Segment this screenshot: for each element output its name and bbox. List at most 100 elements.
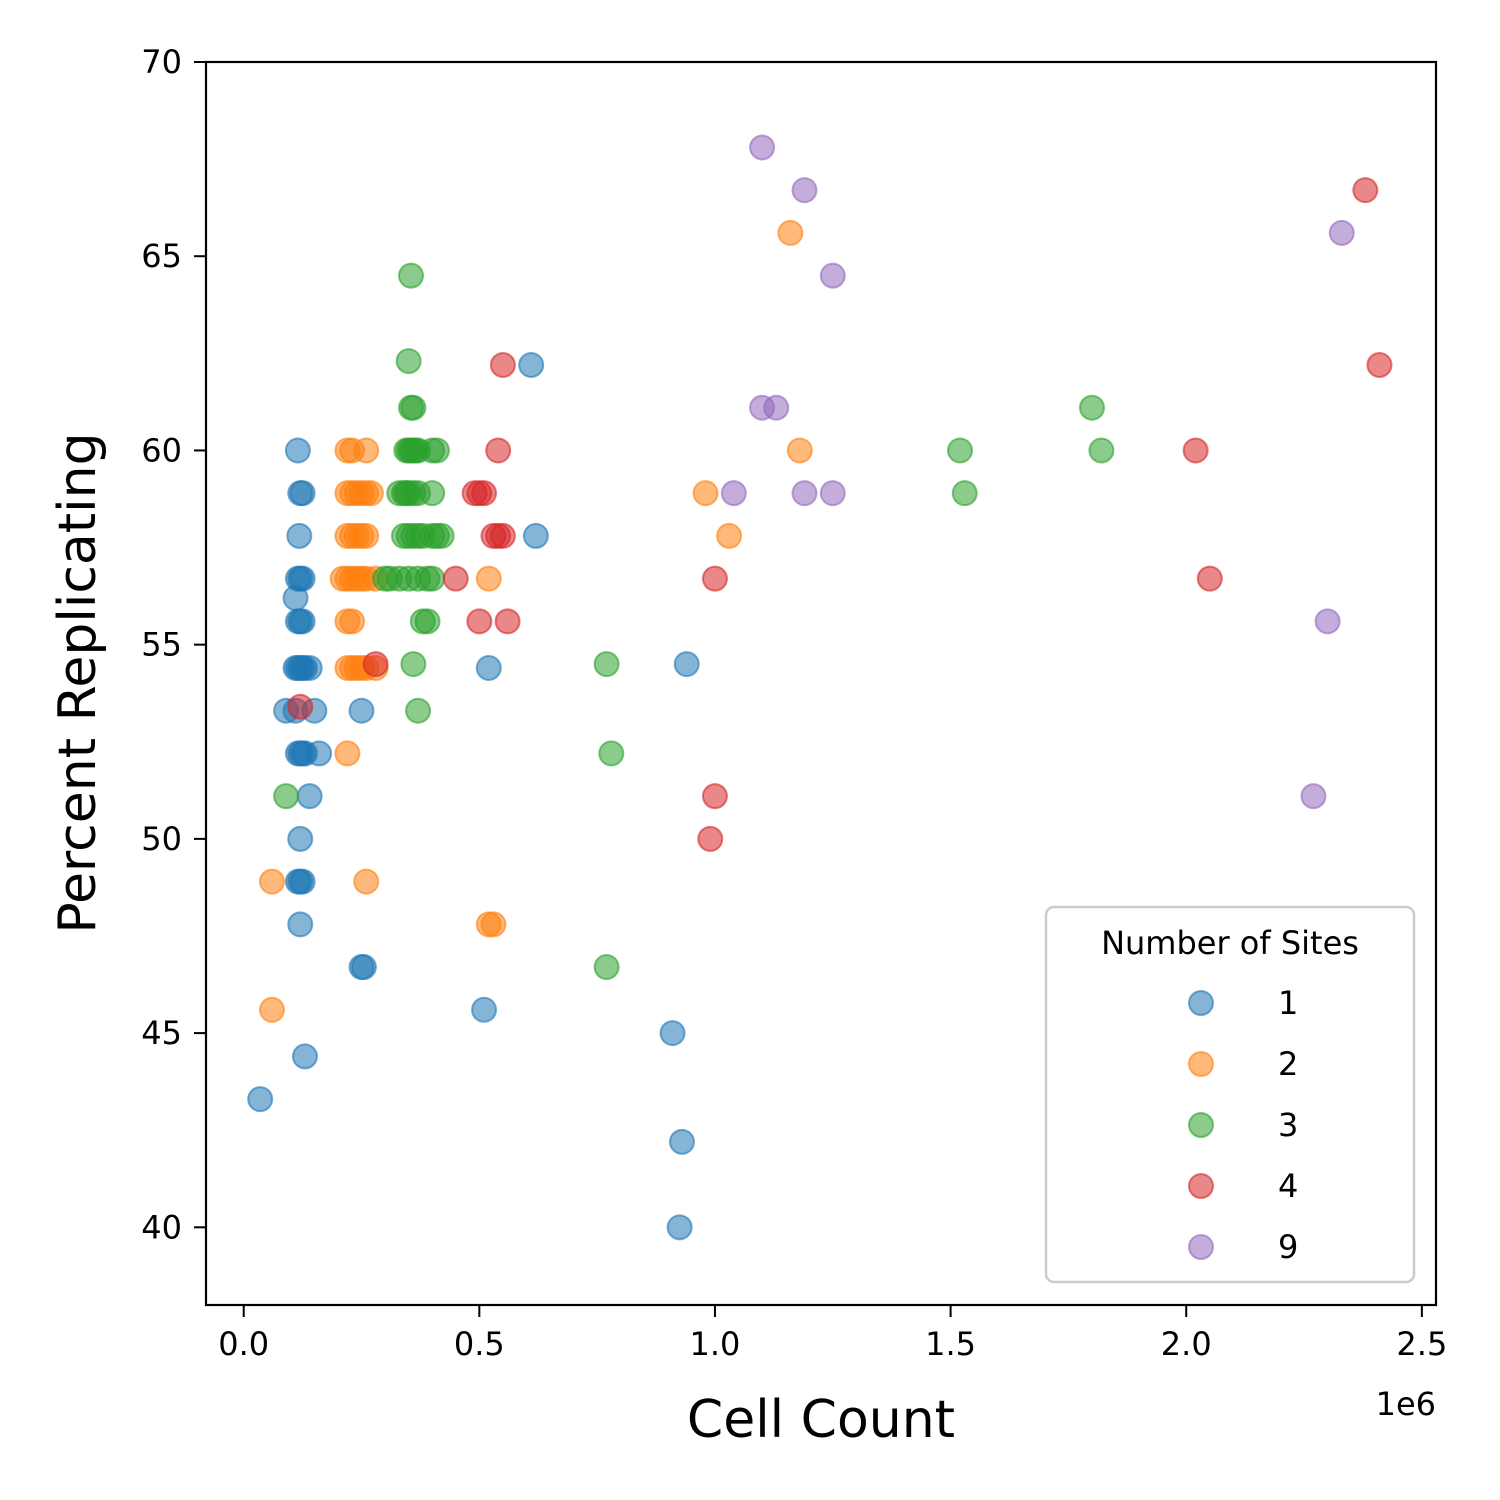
- scatter-point: [716, 522, 743, 549]
- scatter-point: [289, 608, 316, 635]
- y-tick-label: 70: [141, 43, 182, 81]
- scatter-point: [289, 480, 316, 507]
- scatter-point: [353, 868, 380, 895]
- scatter-point: [666, 1214, 693, 1241]
- legend-label: 2: [1278, 1045, 1298, 1083]
- x-tick-label: 1.5: [925, 1325, 976, 1363]
- series-3: [273, 262, 1115, 981]
- scatter-point: [494, 608, 521, 635]
- scatter-point: [489, 522, 516, 549]
- scatter-point: [258, 996, 285, 1023]
- scatter-point: [423, 437, 450, 464]
- scatter-point: [398, 262, 424, 289]
- series-9: [720, 134, 1355, 810]
- y-axis-title: Percent Replicating: [48, 432, 108, 933]
- scatter-point: [763, 394, 790, 421]
- legend-marker: [1188, 1173, 1214, 1199]
- scatter-point: [296, 654, 323, 681]
- legend-marker: [1188, 1234, 1214, 1260]
- legend-marker: [1188, 990, 1214, 1016]
- scatter-point: [428, 522, 455, 549]
- scatter-point: [668, 1128, 695, 1155]
- x-tick-label: 2.5: [1396, 1325, 1447, 1363]
- scatter-point: [1196, 565, 1223, 592]
- scatter-point: [786, 437, 813, 464]
- scatter-point: [282, 585, 309, 612]
- scatter-point: [593, 954, 620, 981]
- x-tick-label: 0.0: [218, 1325, 269, 1363]
- scatter-point: [777, 219, 804, 246]
- y-tick-label: 45: [141, 1014, 182, 1052]
- y-tick-label: 55: [141, 626, 182, 664]
- scatter-point: [405, 697, 432, 724]
- legend-label: 1: [1278, 984, 1298, 1022]
- scatter-point: [466, 608, 493, 635]
- scatter-point: [286, 522, 313, 549]
- scatter-point: [1078, 394, 1105, 421]
- x-axis-offset-label: 1e6: [1376, 1385, 1436, 1423]
- scatter-point: [791, 480, 818, 507]
- scatter-point: [819, 480, 846, 507]
- scatter-point: [400, 651, 427, 678]
- legend-entry: 2: [1188, 1045, 1298, 1083]
- scatter-point: [701, 565, 728, 592]
- scatter-point: [273, 783, 300, 810]
- x-axis-title: Cell Count: [687, 1390, 955, 1450]
- scatter-point: [475, 565, 502, 592]
- scatter-point: [1314, 608, 1341, 635]
- legend-entry: 9: [1188, 1228, 1298, 1266]
- scatter-point: [1182, 437, 1209, 464]
- scatter-point: [480, 911, 507, 938]
- scatter-point: [720, 480, 747, 507]
- data-points: [247, 134, 1393, 1241]
- scatter-point: [306, 740, 333, 767]
- legend-label: 4: [1278, 1167, 1298, 1205]
- y-tick-label: 60: [141, 431, 182, 469]
- legend-entry: 1: [1188, 984, 1298, 1022]
- scatter-point: [419, 480, 446, 507]
- scatter-point: [296, 783, 323, 810]
- scatter-point: [400, 394, 427, 421]
- scatter-point: [673, 651, 700, 678]
- scatter-point: [291, 1043, 318, 1070]
- y-axis-ticks: 40 45 50 55 60 65 70: [141, 43, 206, 1246]
- legend-label: 3: [1278, 1106, 1298, 1144]
- scatter-point: [287, 693, 314, 720]
- scatter-point: [395, 348, 422, 375]
- scatter-point: [791, 177, 818, 204]
- scatter-point: [1300, 783, 1327, 810]
- series-4: [287, 177, 1393, 852]
- scatter-point: [350, 954, 377, 981]
- scatter-point: [353, 522, 380, 549]
- scatter-point: [749, 134, 776, 161]
- legend-marker: [1188, 1051, 1214, 1077]
- scatter-point: [334, 740, 361, 767]
- x-tick-label: 2.0: [1161, 1325, 1212, 1363]
- scatter-point: [339, 608, 366, 635]
- y-tick-label: 40: [141, 1208, 182, 1246]
- legend-entry: 3: [1188, 1106, 1298, 1144]
- x-axis-ticks: 0.0 0.5 1.0 1.5 2.0 2.5: [218, 1305, 1447, 1363]
- scatter-point: [1352, 177, 1379, 204]
- scatter-point: [287, 911, 314, 938]
- scatter-point: [489, 351, 516, 378]
- scatter-point: [289, 868, 316, 895]
- scatter-point: [951, 480, 978, 507]
- legend-entry: 4: [1188, 1167, 1298, 1205]
- scatter-point: [697, 825, 724, 852]
- scatter-point: [414, 608, 441, 635]
- scatter-point: [362, 651, 389, 678]
- scatter-point: [947, 437, 974, 464]
- scatter-point: [471, 480, 498, 507]
- legend-marker: [1188, 1112, 1214, 1138]
- scatter-point: [471, 996, 498, 1023]
- x-tick-label: 0.5: [454, 1325, 505, 1363]
- legend-title: Number of Sites: [1101, 924, 1359, 962]
- scatter-point: [353, 437, 380, 464]
- scatter-point: [258, 868, 285, 895]
- scatter-point: [522, 522, 549, 549]
- legend-entries: 1 2 3 4 9: [1188, 984, 1298, 1266]
- scatter-point: [485, 437, 512, 464]
- plot-frame: [204, 60, 1438, 1307]
